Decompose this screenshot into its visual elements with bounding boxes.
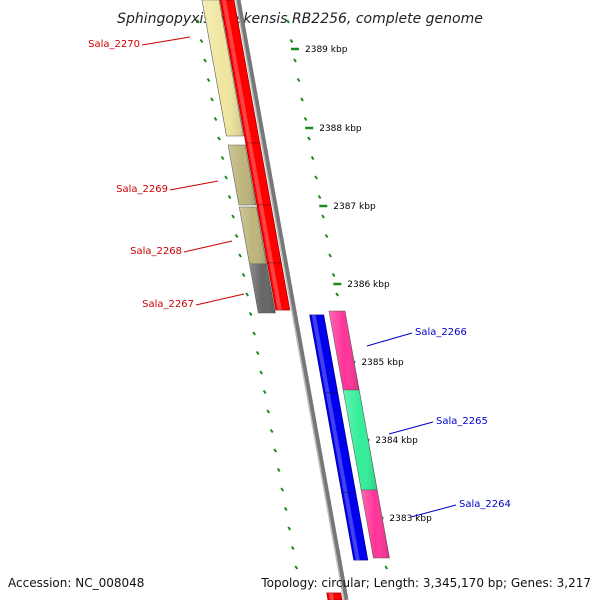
minor-tick (231, 214, 235, 219)
minor-tick (310, 155, 315, 161)
minor-tick (234, 233, 239, 239)
minor-tick (255, 350, 260, 356)
minor-tick (314, 175, 318, 180)
cds-arrow-reverse (266, 262, 291, 311)
minor-tick (248, 311, 253, 317)
gene-label[interactable]: Sala_2267 (142, 299, 194, 310)
minor-tick (224, 175, 228, 180)
minor-tick (273, 448, 278, 453)
minor-tick (280, 487, 285, 492)
gene-label[interactable]: Sala_2265 (436, 416, 488, 427)
tick-label: 2383 kbp (389, 514, 432, 524)
cds-highlight (247, 143, 263, 205)
minor-tick (286, 19, 290, 24)
minor-tick (300, 97, 304, 102)
gene-label[interactable]: Sala_2264 (459, 499, 511, 510)
minor-tick (210, 97, 214, 102)
topology-text: Topology: circular; Length: 3,345,170 bp… (260, 576, 591, 590)
minor-tick (199, 38, 204, 44)
accession-text: Accession: NC_008048 (8, 576, 144, 590)
minor-tick (252, 331, 256, 336)
gene-bar-shade (239, 207, 267, 264)
minor-tick (290, 545, 295, 551)
minor-tick (269, 428, 274, 434)
scale-tick-labels: 2389 kbp 2388 kbp 2387 kbp 2386 kbp 2385 kbp… (305, 45, 432, 524)
gene-leader-line (366, 332, 413, 347)
gene-bar-shade (228, 145, 256, 205)
gene-features (201, 0, 390, 559)
cds-arrows (219, 0, 369, 600)
gene-labels: Sala_2270 Sala_2269 Sala_2268 Sala_2267 Sala… (88, 36, 511, 518)
cds-highlight (258, 205, 274, 263)
minor-tick (262, 389, 267, 395)
gene-bar-shade (343, 390, 378, 490)
minor-tick (294, 565, 299, 570)
minor-tick (287, 526, 292, 531)
minor-tick (220, 155, 225, 161)
minor-tick (328, 253, 332, 258)
minor-tick (317, 194, 322, 200)
gene-label[interactable]: Sala_2266 (415, 327, 467, 338)
minor-tick (289, 38, 294, 44)
minor-tick (245, 292, 249, 297)
minor-tick (384, 565, 389, 570)
gene-leader-line (195, 293, 245, 306)
minor-tick (266, 409, 271, 414)
minor-tick (331, 272, 336, 278)
gene-label[interactable]: Sala_2268 (130, 246, 182, 257)
tick-label: 2384 kbp (375, 436, 418, 446)
cds-highlight (328, 593, 334, 600)
gene-bar-shade (249, 264, 276, 313)
minor-tick (227, 194, 232, 200)
minor-tick (238, 253, 242, 258)
minor-tick (196, 19, 200, 24)
backbone (235, 0, 349, 600)
minor-tick (276, 467, 281, 473)
cds-highlight (269, 263, 282, 310)
cds-arrow-forward (341, 492, 369, 561)
minor-tick (335, 292, 339, 297)
minor-tick (203, 58, 207, 63)
tick-label: 2386 kbp (347, 280, 390, 290)
cds-arrow-reverse (326, 592, 343, 600)
gene-leader-line (141, 36, 191, 46)
tick-label: 2387 kbp (333, 202, 376, 212)
gene-leader-line (410, 504, 457, 518)
minor-tick (303, 116, 308, 122)
minor-tick (296, 77, 301, 83)
gene-label[interactable]: Sala_2270 (88, 39, 140, 50)
cds-highlight (325, 393, 348, 493)
minor-tick (213, 116, 218, 122)
minor-tick (283, 506, 288, 512)
gene-bar-shade (361, 490, 390, 558)
cds-highlight (311, 315, 330, 393)
cds-highlight (343, 493, 360, 560)
gene-label[interactable]: Sala_2269 (116, 184, 168, 195)
minor-tick (206, 77, 211, 83)
gene-bar-shade (202, 0, 244, 136)
tick-label: 2385 kbp (361, 358, 404, 368)
gene-leader-line (169, 180, 219, 191)
minor-tick (321, 214, 325, 219)
cds-highlight (222, 0, 253, 145)
tick-label: 2388 kbp (319, 124, 362, 134)
minor-tick (293, 58, 297, 63)
gene-leader-line (388, 421, 434, 435)
tick-label: 2389 kbp (305, 45, 348, 55)
minor-tick (259, 370, 264, 375)
minor-tick (307, 136, 311, 141)
minor-tick (324, 233, 329, 239)
minor-tick (217, 136, 221, 141)
map-title: Sphingopyxis alaskensis RB2256, complete… (117, 11, 483, 27)
gene-bar-shade (328, 311, 360, 390)
gene-leader-line (183, 240, 233, 253)
minor-tick (241, 272, 246, 278)
